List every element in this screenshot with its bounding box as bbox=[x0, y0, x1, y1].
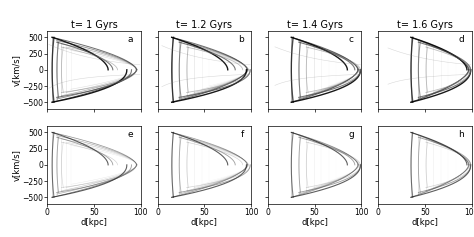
Text: g: g bbox=[348, 130, 354, 139]
Y-axis label: v[km/s]: v[km/s] bbox=[12, 54, 21, 86]
X-axis label: d[kpc]: d[kpc] bbox=[81, 218, 108, 227]
Text: h: h bbox=[458, 130, 464, 139]
Title: t= 1 Gyrs: t= 1 Gyrs bbox=[71, 20, 118, 30]
Title: t= 1.6 Gyrs: t= 1.6 Gyrs bbox=[397, 20, 453, 30]
Text: c: c bbox=[349, 35, 354, 44]
X-axis label: d[kpc]: d[kpc] bbox=[411, 218, 438, 227]
X-axis label: d[kpc]: d[kpc] bbox=[191, 218, 218, 227]
Title: t= 1.2 Gyrs: t= 1.2 Gyrs bbox=[176, 20, 232, 30]
Title: t= 1.4 Gyrs: t= 1.4 Gyrs bbox=[287, 20, 343, 30]
Y-axis label: v[km/s]: v[km/s] bbox=[12, 149, 21, 181]
Text: e: e bbox=[128, 130, 133, 139]
X-axis label: d[kpc]: d[kpc] bbox=[301, 218, 328, 227]
Text: f: f bbox=[240, 130, 244, 139]
Text: b: b bbox=[238, 35, 244, 44]
Text: d: d bbox=[458, 35, 464, 44]
Text: a: a bbox=[128, 35, 133, 44]
